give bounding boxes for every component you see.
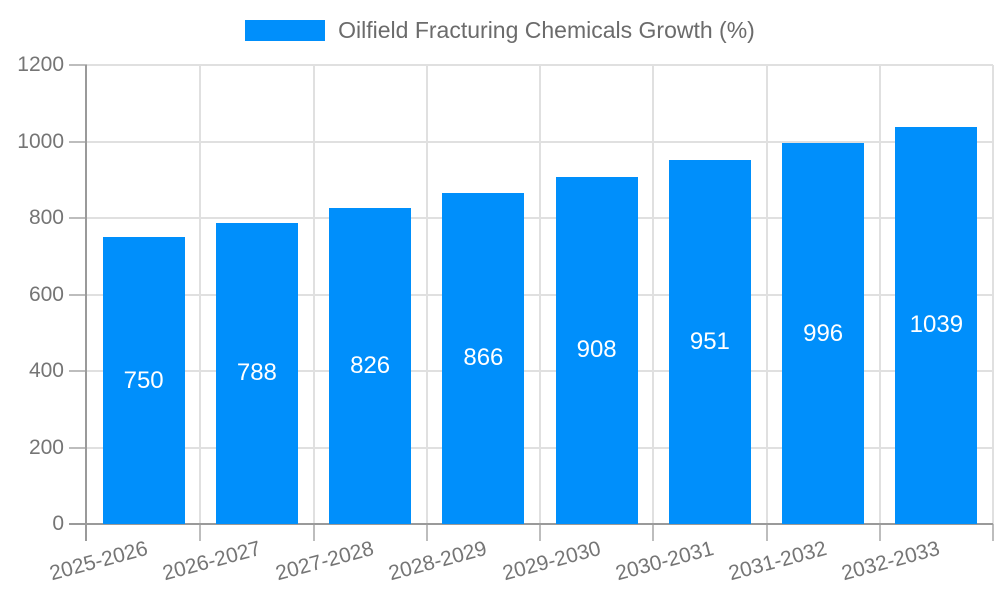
gridline-vertical [992,65,994,524]
y-axis-tick [69,446,87,449]
gridline-vertical [765,65,768,524]
bar-value-label: 866 [463,344,504,372]
x-axis-line [69,523,993,525]
y-axis-label: 600 [28,282,64,306]
bar-value-label: 951 [689,328,730,356]
y-axis-line [85,65,87,541]
x-axis-tick [992,524,994,541]
bar[interactable]: 1039 [895,126,978,524]
y-axis-tick [69,293,87,296]
bar-value-label: 1039 [909,311,964,339]
bar[interactable]: 908 [555,176,638,524]
y-axis-label: 800 [28,206,64,229]
bar[interactable]: 866 [442,192,525,524]
legend: Oilfield Fracturing Chemicals Growth (%) [0,17,1000,44]
gridline-vertical [199,65,202,524]
x-axis-tick [199,524,202,541]
gridline-vertical [652,65,655,524]
bar[interactable]: 750 [102,237,185,524]
y-axis-label: 200 [28,435,64,459]
gridline-vertical [425,65,428,524]
y-axis-label: 1000 [17,129,64,153]
bar[interactable]: 951 [668,160,751,524]
gridline-vertical [878,65,881,524]
y-axis-tick [69,64,87,66]
legend-label: Oilfield Fracturing Chemicals Growth (%) [338,17,755,43]
x-axis-tick [312,524,315,541]
x-axis-tick [539,524,541,541]
gridline-vertical [312,65,315,524]
y-axis-label: 1200 [17,53,64,76]
x-axis-tick [765,524,768,541]
gridline-vertical [539,65,541,524]
legend-swatch-icon [245,20,326,41]
bar-value-label: 908 [576,336,617,364]
bar-value-label: 996 [803,319,844,347]
bar[interactable]: 826 [329,208,412,524]
x-axis-tick [425,524,428,541]
y-axis-tick [69,370,87,372]
legend-item[interactable]: Oilfield Fracturing Chemicals Growth (%) [245,17,755,44]
bar-value-label: 826 [350,352,391,380]
bar[interactable]: 996 [782,143,865,524]
y-axis-tick [69,217,87,219]
bar-value-label: 788 [236,359,277,387]
y-axis-label: 0 [52,512,64,535]
x-axis-tick [652,524,655,541]
y-axis-label: 400 [28,359,64,382]
x-axis-tick [878,524,881,541]
bar-value-label: 750 [123,366,164,394]
bar[interactable]: 788 [215,222,298,524]
y-axis-tick [69,140,87,143]
